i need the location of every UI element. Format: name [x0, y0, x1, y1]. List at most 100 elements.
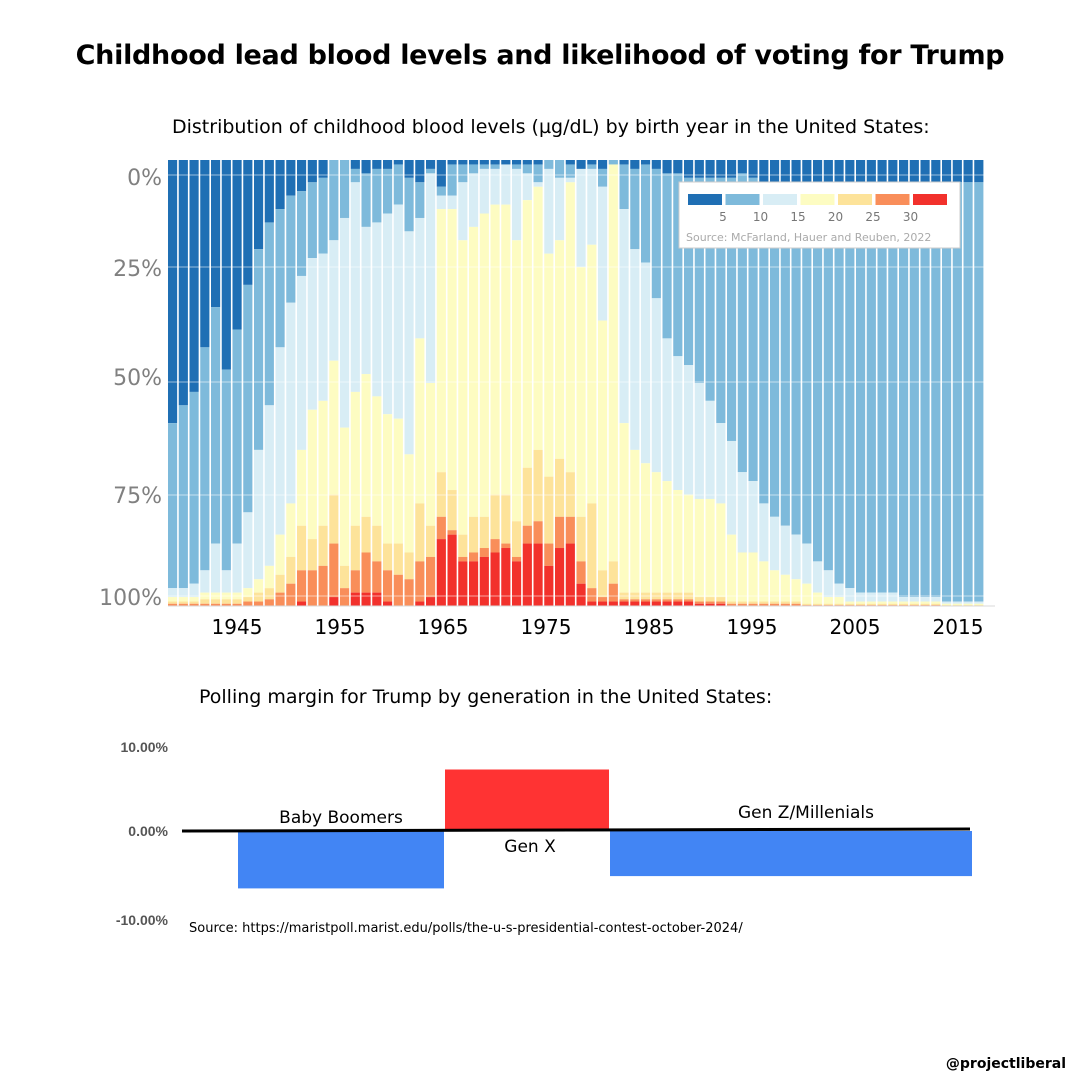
bar-segment-1995-1 [759, 182, 769, 504]
bar-segment-1996-2 [770, 516, 780, 571]
bar-segment-1980-3 [598, 320, 608, 571]
x-tick-label: 1975 [521, 615, 572, 639]
bar-segment-1961-5 [393, 574, 403, 606]
bar-segment-1988-1 [684, 177, 694, 366]
y-tick-label: 100% [99, 586, 162, 611]
zero-line [181, 827, 971, 833]
bar-segment-1960-0 [383, 160, 393, 169]
bar-segment-1998-3 [791, 579, 801, 602]
x-tick-label: 1995 [727, 615, 778, 639]
bar-segment-1989-4 [694, 597, 704, 602]
bar-segment-1963-6 [415, 601, 425, 606]
bar-segment-1992-1 [727, 177, 737, 441]
bar-segment-1957-5 [350, 570, 360, 593]
bar-segment-1946-0 [232, 160, 242, 330]
bar-segment-2011-1 [931, 182, 941, 598]
bar-segment-2010-2 [920, 597, 930, 602]
bar-segment-1950-4 [275, 574, 285, 593]
bar-segment-1958-0 [361, 160, 371, 174]
bar-segment-1952-1 [297, 191, 307, 276]
bar-segment-2002-4 [834, 603, 844, 606]
bar-segment-1970-2 [490, 168, 500, 205]
bar-segment-1942-5 [189, 603, 199, 606]
bar-segment-1975-4 [544, 476, 554, 544]
bar-segment-1949-3 [264, 565, 274, 589]
bar-segment-1967-1 [458, 164, 468, 183]
bar-segment-2008-3 [899, 601, 909, 604]
bar-segment-1941-3 [178, 597, 188, 602]
bar-segment-1971-3 [501, 204, 511, 495]
bar-segment-2004-1 [856, 182, 866, 593]
bar-segment-1955-2 [329, 240, 339, 361]
bar-segment-2013-1 [952, 182, 962, 602]
bar-segment-1953-1 [307, 182, 317, 259]
bar-segment-1991-5 [716, 601, 726, 604]
bar-segment-2008-2 [899, 597, 909, 602]
legend-swatch [688, 194, 722, 205]
bar-segment-1996-1 [770, 186, 780, 517]
bar-segment-1989-6 [694, 603, 704, 606]
bar-segment-1984-1 [641, 164, 651, 263]
bar-segment-1985-5 [651, 599, 661, 602]
poll-y-tick-label: -10.00% [116, 912, 169, 928]
legend: 5 10 15 20 25 30 Source: McFarland, Hauer and … [678, 181, 961, 249]
bar-segment-1985-6 [651, 601, 661, 606]
bar-segment-1992-0 [727, 160, 737, 178]
bar-segment-2014-2 [963, 601, 973, 604]
bar-segment-1992-5 [727, 603, 737, 606]
bar-segment-1999-0 [802, 160, 812, 183]
bar-segment-2007-0 [888, 160, 898, 183]
bar-segment-1993-5 [737, 603, 747, 606]
bar-segment-1954-5 [318, 565, 328, 606]
bar-segment-1979-1 [587, 164, 597, 169]
bar-segment-1991-1 [716, 177, 726, 424]
bar-segment-1960-4 [383, 543, 393, 571]
bar-segment-1948-4 [254, 592, 264, 602]
bar-segment-1957-1 [350, 168, 360, 183]
bar-segment-1978-5 [576, 561, 586, 584]
bar-segment-1997-3 [780, 574, 790, 602]
bar-segment-1976-2 [555, 177, 565, 241]
bar-segment-1963-5 [415, 561, 425, 602]
x-tick-label: 1955 [315, 615, 366, 639]
bar-segment-1968-2 [469, 173, 479, 227]
bar-segment-1960-1 [383, 168, 393, 214]
bar-segment-1980-0 [598, 160, 608, 169]
bar-segment-2010-0 [920, 160, 930, 183]
bar-segment-1952-3 [297, 449, 307, 526]
x-tick-label: 1945 [212, 615, 263, 639]
bar-segment-1940-3 [168, 597, 178, 602]
bar-segment-1970-1 [490, 164, 500, 169]
bar-segment-1984-0 [641, 160, 651, 165]
bar-segment-1947-3 [243, 588, 253, 598]
bar-segment-1947-1 [243, 284, 253, 513]
bar-segment-1999-1 [802, 182, 812, 544]
bar-segment-1947-2 [243, 512, 253, 589]
bar-segment-1983-3 [630, 449, 640, 593]
bar-segment-1943-2 [200, 570, 210, 593]
bar-segment-1973-1 [522, 164, 532, 174]
bar-segment-1964-6 [426, 597, 436, 606]
bar-segment-1982-1 [619, 164, 629, 210]
bar-segment-2006-1 [877, 182, 887, 593]
bar-segment-1966-6 [447, 534, 457, 606]
bar-segment-1942-2 [189, 583, 199, 598]
bar-segment-2000-4 [813, 603, 823, 606]
bar-segment-1971-2 [501, 164, 511, 205]
bar-segment-2000-2 [813, 561, 823, 593]
bar-segment-1998-4 [791, 601, 801, 604]
bar-segment-1951-1 [286, 195, 296, 303]
bar-segment-1990-2 [705, 400, 715, 499]
category-label: Gen X [504, 837, 556, 857]
bar-segment-1941-5 [178, 603, 188, 606]
bar-segment-1949-1 [264, 222, 274, 406]
bar-segment-1950-1 [275, 209, 285, 348]
bar-segment-1954-3 [318, 400, 328, 526]
bar-segment-1971-5 [501, 543, 511, 549]
bar-segment-1973-0 [522, 160, 532, 165]
bar-segment-1996-0 [770, 160, 780, 187]
bar-segment-2012-3 [942, 603, 952, 606]
bar-segment-1982-3 [619, 423, 629, 593]
bar-segment-1983-1 [630, 168, 640, 250]
bar-segment-1995-4 [759, 601, 769, 604]
